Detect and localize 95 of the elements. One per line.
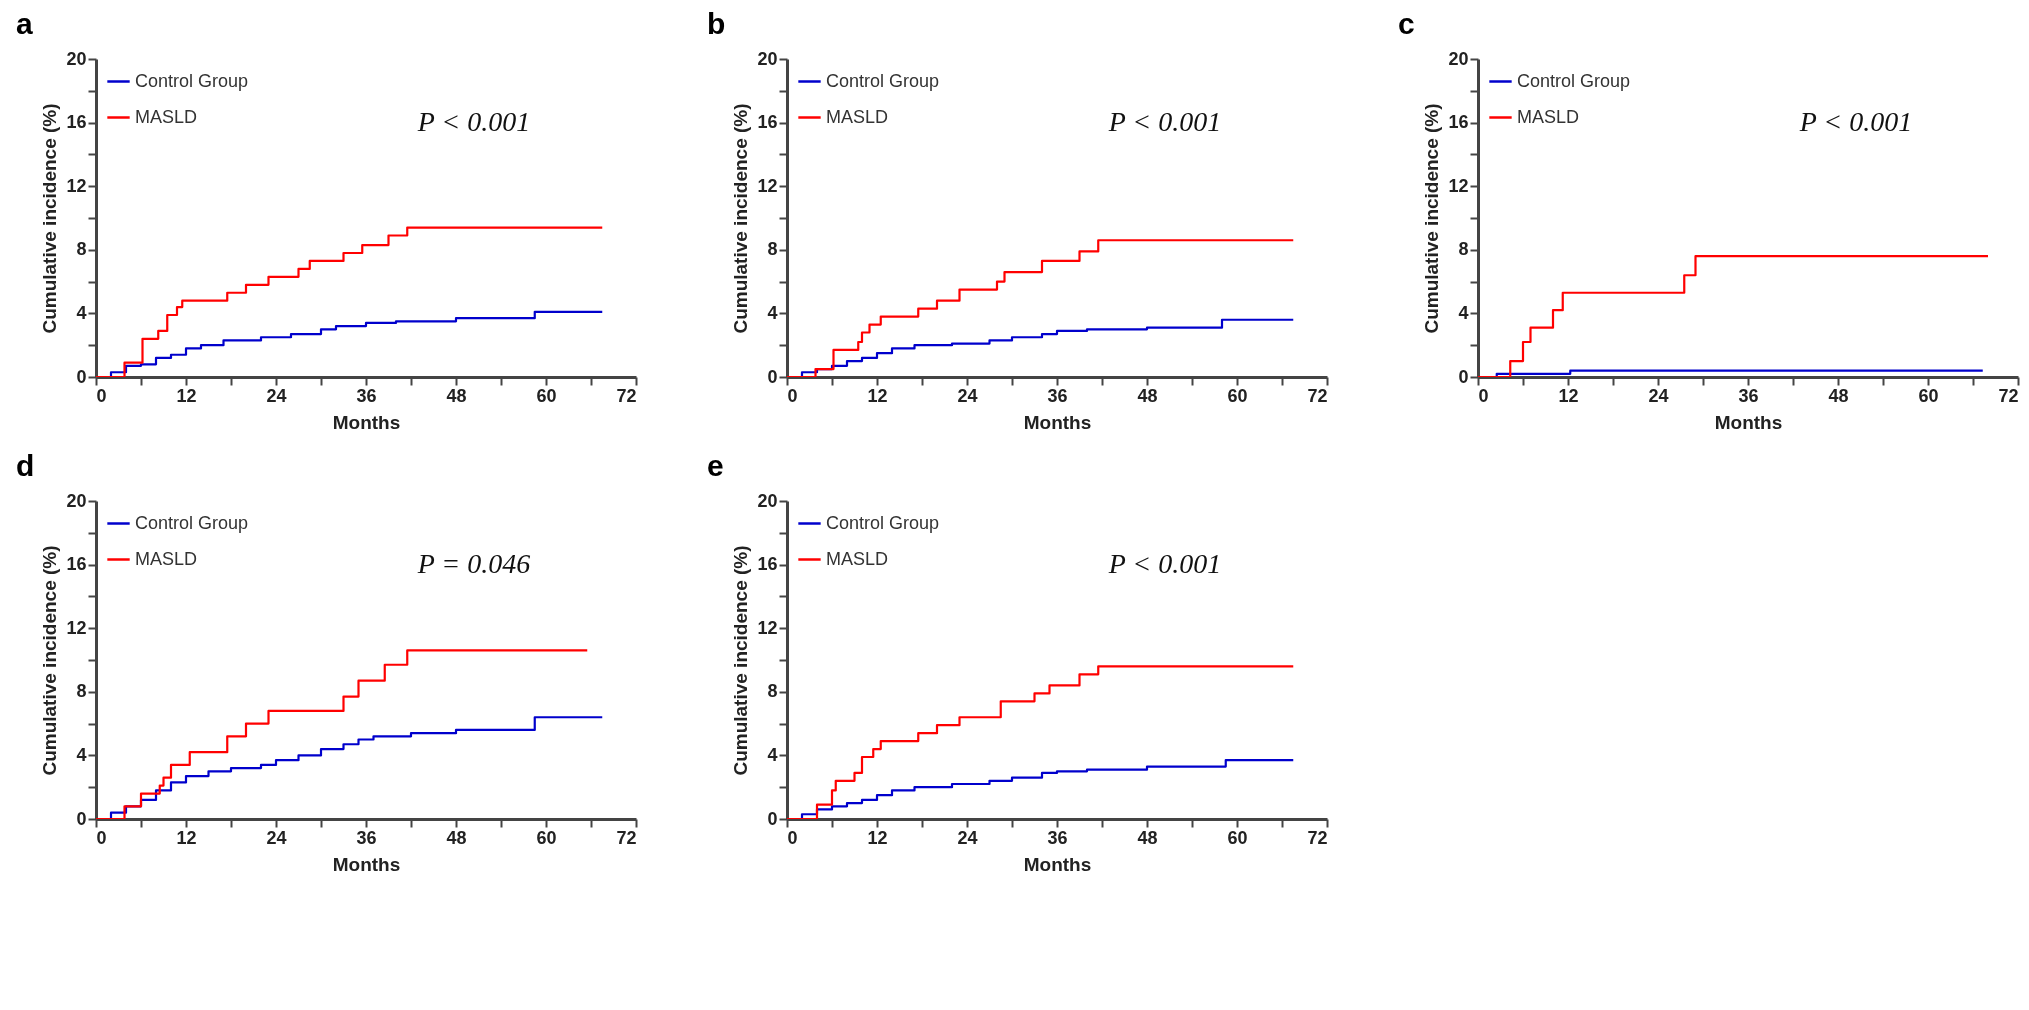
x-tick-label: 24 [957,827,978,848]
x-tick-label: 36 [1738,385,1759,406]
y-tick-label: 20 [66,490,87,511]
x-tick-label: 72 [616,827,637,848]
y-tick-label: 16 [66,554,87,575]
y-axis-title: Cumulative incidence (%) [730,103,752,334]
legend-label: Control Group [826,512,940,533]
y-tick-label: 12 [1448,175,1469,196]
x-tick-label: 12 [176,385,197,406]
x-tick-label: 48 [1828,385,1849,406]
x-tick-label: 48 [446,385,467,406]
y-tick-label: 4 [76,744,87,765]
x-tick-label: 0 [787,827,798,848]
y-tick-label: 0 [767,808,778,829]
x-tick-label: 60 [1918,385,1939,406]
y-tick-label: 0 [76,366,87,387]
y-tick-label: 4 [767,744,778,765]
y-axis-title: Cumulative incidence (%) [730,545,752,776]
x-tick-label: 60 [1227,827,1248,848]
y-tick-label: 4 [1458,302,1469,323]
x-tick-label: 0 [1478,385,1489,406]
y-tick-label: 8 [767,239,778,260]
legend-label: Control Group [826,70,940,91]
x-tick-label: 72 [1998,385,2019,406]
annotation: P = 0.046 [416,547,531,579]
x-axis-title: Months [1714,411,1783,433]
y-tick-label: 0 [1458,366,1469,387]
legend-label: MASLD [826,548,889,569]
y-tick-label: 16 [757,112,778,133]
y-tick-label: 12 [66,175,87,196]
x-tick-label: 24 [957,385,978,406]
x-tick-label: 60 [536,385,557,406]
y-tick-label: 20 [757,490,778,511]
y-tick-label: 0 [76,808,87,829]
y-tick-label: 16 [757,554,778,575]
x-tick-label: 12 [176,827,197,848]
x-tick-label: 36 [356,827,377,848]
annotation: P < 0.001 [1107,547,1222,579]
x-tick-label: 72 [616,385,637,406]
x-tick-label: 0 [787,385,798,406]
y-tick-label: 8 [767,681,778,702]
x-axis-title: Months [1023,853,1092,875]
annotation: P < 0.001 [1798,105,1913,137]
x-tick-label: 36 [1047,827,1068,848]
x-tick-label: 36 [1047,385,1068,406]
x-tick-label: 72 [1307,385,1328,406]
chart-title: b [707,7,726,40]
x-tick-label: 24 [266,827,287,848]
x-tick-label: 48 [446,827,467,848]
y-tick-label: 12 [66,617,87,638]
x-tick-label: 0 [96,385,107,406]
legend-label: MASLD [826,106,889,127]
y-tick-label: 8 [76,681,87,702]
y-tick-label: 20 [1448,48,1469,69]
y-tick-label: 16 [1448,112,1469,133]
x-tick-label: 24 [266,385,287,406]
x-tick-label: 12 [867,827,888,848]
x-tick-label: 60 [1227,385,1248,406]
legend-label: MASLD [135,548,198,569]
y-tick-label: 20 [757,48,778,69]
y-tick-label: 20 [66,48,87,69]
chart-title: d [16,449,35,482]
x-axis-title: Months [1023,411,1092,433]
y-tick-label: 12 [757,175,778,196]
chart-title: e [707,449,724,482]
chart-title: a [16,7,33,40]
x-tick-label: 72 [1307,827,1328,848]
y-tick-label: 8 [1458,239,1469,260]
y-axis-title: Cumulative incidence (%) [39,103,61,334]
y-tick-label: 4 [767,302,778,323]
legend-label: Control Group [135,512,249,533]
chart-title: c [1398,7,1415,40]
y-tick-label: 8 [76,239,87,260]
x-tick-label: 36 [356,385,377,406]
x-tick-label: 0 [96,827,107,848]
legend-label: Control Group [1517,70,1631,91]
annotation: P < 0.001 [416,105,531,137]
annotation: P < 0.001 [1107,105,1222,137]
y-tick-label: 16 [66,112,87,133]
x-tick-label: 24 [1648,385,1669,406]
x-tick-label: 48 [1137,385,1158,406]
x-tick-label: 60 [536,827,557,848]
legend-label: Control Group [135,70,249,91]
y-tick-label: 0 [767,366,778,387]
y-tick-label: 4 [76,302,87,323]
x-axis-title: Months [332,853,401,875]
y-axis-title: Cumulative incidence (%) [39,545,61,776]
legend-label: MASLD [135,106,198,127]
x-axis-title: Months [332,411,401,433]
legend-label: MASLD [1517,106,1580,127]
x-tick-label: 12 [1558,385,1579,406]
y-axis-title: Cumulative incidence (%) [1421,103,1443,334]
x-tick-label: 48 [1137,827,1158,848]
x-tick-label: 12 [867,385,888,406]
y-tick-label: 12 [757,617,778,638]
